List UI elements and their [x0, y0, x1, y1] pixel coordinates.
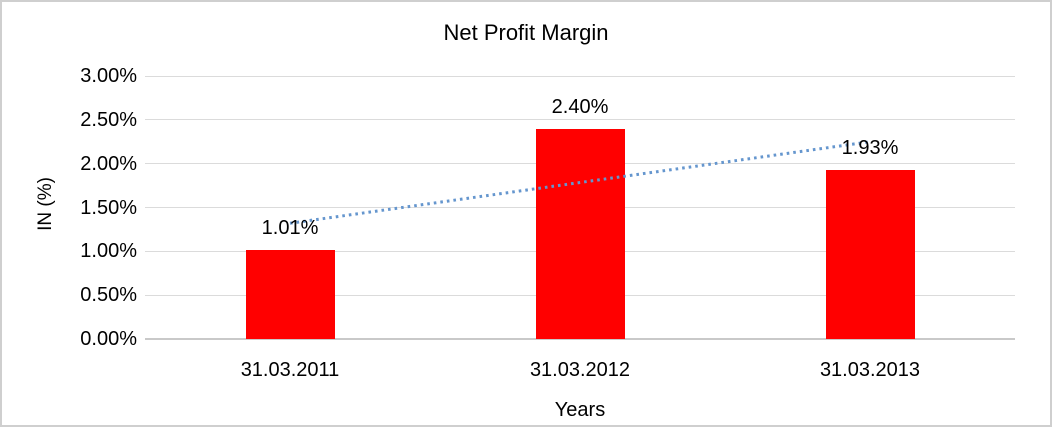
bar-31.03.2013 — [825, 169, 915, 339]
y-tick-label: 1.50% — [80, 196, 137, 219]
y-tick-label: 0.00% — [80, 328, 137, 350]
gridline — [145, 75, 1015, 77]
bar-data-label: 1.93% — [841, 136, 899, 159]
chart-title: Net Profit Margin — [443, 20, 609, 45]
gridline — [145, 119, 1015, 121]
y-tick-label: 2.50% — [80, 108, 137, 131]
plot-area: 1.01% 2.40% 1.93% — [145, 75, 1015, 340]
y-tick-label: 3.00% — [80, 65, 137, 87]
x-tick-label: 31.03.2013 — [819, 359, 921, 381]
bar-31.03.2012 — [535, 128, 625, 339]
bar-data-label: 1.01% — [261, 217, 319, 240]
bar-data-label: 2.40% — [551, 95, 609, 118]
bar-31.03.2011 — [245, 250, 335, 339]
y-tick-label: 2.00% — [80, 152, 137, 175]
y-tick-label: 0.50% — [80, 284, 137, 307]
x-tick-label: 31.03.2012 — [529, 359, 631, 381]
trendline-dotted — [289, 140, 871, 225]
x-axis-line — [145, 338, 1015, 340]
x-axis-title: Years — [554, 399, 606, 421]
y-tick-label: 1.00% — [80, 240, 137, 263]
x-tick-label: 31.03.2011 — [240, 359, 340, 381]
